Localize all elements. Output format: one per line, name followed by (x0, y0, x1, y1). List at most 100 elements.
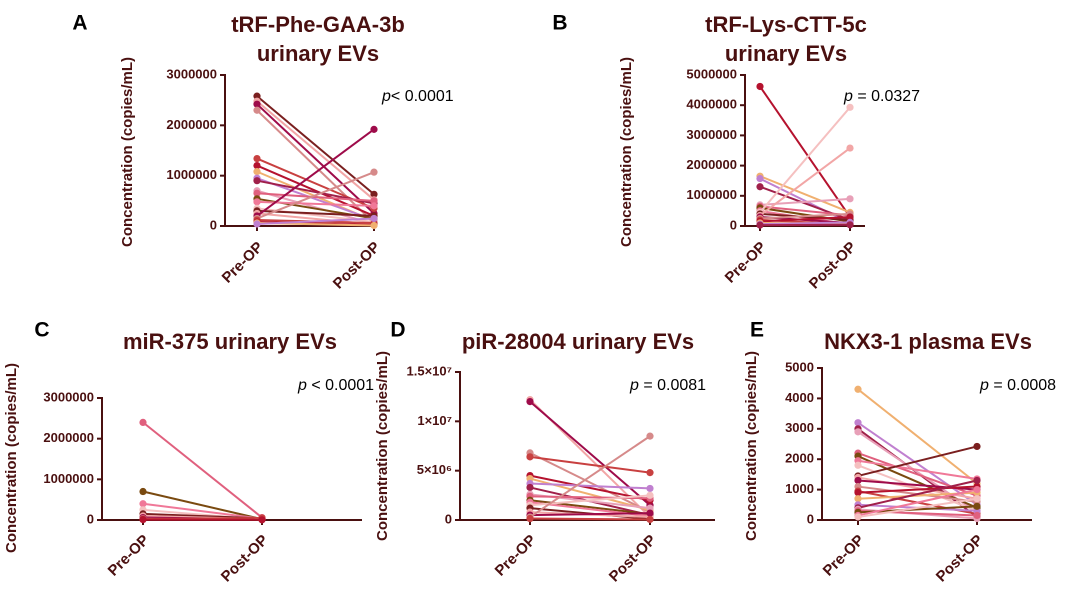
pre-op-point (253, 154, 261, 163)
pre-op-point (756, 174, 764, 183)
pre-op-point (253, 162, 261, 170)
p-value-text: < 0.0001 (391, 88, 454, 105)
post-op-point (846, 103, 854, 111)
post-op-point (973, 511, 981, 520)
p-symbol: p (297, 377, 307, 394)
panel-label: A (72, 11, 87, 34)
p-value: p = 0.0081 (629, 377, 706, 394)
post-op-point (846, 213, 854, 221)
post-op-point (973, 502, 981, 510)
y-tick-label: 5000000 (686, 66, 737, 81)
y-tick-label: 0 (807, 511, 814, 526)
pre-op-point (253, 100, 261, 108)
y-axis-label: Concentration (copies/mL) (743, 351, 760, 541)
post-op-point (370, 202, 378, 210)
chart-title: piR-28004 urinary EVs (462, 329, 694, 354)
y-axis-label: Concentration (copies/mL) (374, 351, 391, 541)
pre-op-point (854, 495, 862, 503)
x-category-label: Post-OP (330, 239, 384, 293)
post-op-point (370, 221, 378, 230)
pre-op-point (253, 189, 261, 197)
x-category-label: Pre-OP (105, 532, 153, 580)
p-symbol: p (381, 88, 391, 105)
chart-title: urinary EVs (725, 41, 847, 66)
post-op-point (973, 495, 981, 503)
p-value-text: = 0.0081 (639, 377, 706, 394)
pre-op-point (526, 398, 534, 406)
panel-label: D (390, 318, 405, 341)
pre-op-point (253, 168, 261, 176)
pre-op-point (253, 106, 261, 114)
pair-line (759, 175, 851, 214)
pair-line (759, 221, 851, 226)
chart-title: NKX3-1 plasma EVs (824, 329, 1032, 354)
y-tick-label: 0 (210, 217, 217, 232)
y-tick-label: 3000000 (686, 127, 737, 142)
pre-op-point (526, 514, 534, 523)
y-axis-label: Concentration (copies/mL) (618, 57, 635, 247)
panel-label: B (552, 11, 567, 34)
panel-label: E (750, 318, 764, 341)
p-value-text: < 0.0001 (307, 377, 374, 394)
pre-op-point (253, 220, 261, 228)
p-value: p = 0.0008 (979, 377, 1056, 394)
pair-line (857, 488, 978, 517)
x-category-label: Pre-OP (820, 532, 868, 580)
x-category-label: Pre-OP (722, 239, 770, 287)
pair-line (759, 215, 851, 223)
pair-line (759, 212, 851, 220)
y-tick-label: 4000 (785, 390, 814, 405)
pair-line (857, 388, 978, 485)
pair-line (857, 445, 978, 477)
pair-line (529, 400, 651, 506)
pre-op-point (854, 476, 862, 485)
x-category-label: Pre-OP (219, 239, 267, 287)
post-op-point (846, 195, 854, 203)
pair-line (529, 517, 651, 521)
pre-op-point (253, 177, 261, 185)
pair-line (529, 512, 651, 517)
pre-op-point (756, 82, 764, 91)
pre-op-point (526, 474, 534, 483)
y-tick-label: 1000 (785, 481, 814, 496)
pair-line (256, 100, 375, 201)
pair-line (529, 435, 651, 518)
y-axis-label: Concentration (copies/mL) (3, 363, 20, 553)
post-op-point (973, 442, 981, 451)
pair-line (256, 217, 375, 225)
p-value: p< 0.0001 (381, 88, 454, 105)
p-symbol: p (843, 88, 853, 105)
y-tick-label: 0 (445, 511, 452, 526)
pair-line (857, 459, 978, 480)
post-op-point (370, 190, 378, 198)
pair-line (256, 103, 375, 215)
post-op-point (846, 221, 854, 229)
pre-op-point (139, 487, 147, 496)
post-op-point (973, 486, 981, 494)
post-op-point (973, 476, 981, 485)
p-symbol: p (629, 377, 639, 394)
pre-op-point (253, 92, 261, 100)
x-category-label: Post-OP (806, 239, 860, 293)
pre-op-point (854, 461, 862, 469)
pre-op-point (253, 198, 261, 206)
pre-op-point (526, 483, 534, 492)
y-tick-label: 3000000 (43, 389, 94, 404)
pair-line (142, 421, 263, 519)
post-op-point (846, 144, 854, 152)
pre-op-point (139, 418, 147, 426)
pair-line (256, 95, 375, 196)
pair-line (759, 85, 851, 218)
y-tick-label: 2000 (785, 451, 814, 466)
pair-line (759, 106, 851, 214)
pre-op-point (756, 221, 764, 229)
pre-op-point (139, 515, 147, 524)
pre-op-point (526, 453, 534, 461)
post-op-point (258, 516, 266, 524)
pair-line (857, 476, 978, 500)
